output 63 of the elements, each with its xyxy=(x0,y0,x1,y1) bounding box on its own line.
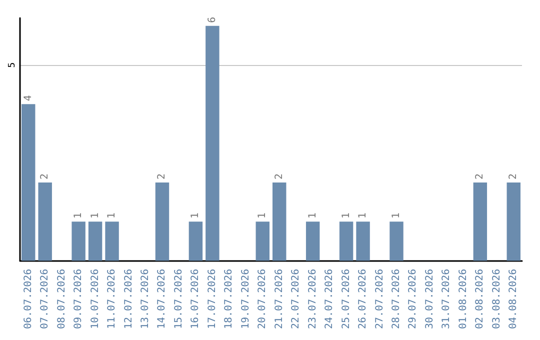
bar xyxy=(188,222,203,261)
bar xyxy=(155,182,170,261)
x-tick-label: 29.07.2026 xyxy=(408,268,419,330)
bar xyxy=(72,222,86,261)
data-label: 1 xyxy=(391,212,402,219)
x-tick-label: 06.07.2026 xyxy=(22,268,34,330)
data-label: 2 xyxy=(40,173,51,180)
x-tick-label: 11.07.2026 xyxy=(106,268,118,330)
data-label: 1 xyxy=(106,212,118,219)
x-tick-label: 08.07.2026 xyxy=(56,268,68,330)
bar xyxy=(105,222,119,261)
data-label: 4 xyxy=(22,95,34,102)
bar xyxy=(256,222,270,261)
x-tick-label: 23.07.2026 xyxy=(307,268,318,330)
x-tick-label: 31.07.2026 xyxy=(441,268,452,330)
x-tick-label: 22.07.2026 xyxy=(290,268,302,330)
x-tick-label: 12.07.2026 xyxy=(123,268,134,330)
x-tick-label: 18.07.2026 xyxy=(224,268,235,330)
data-label: 1 xyxy=(307,212,318,219)
x-tick-label: 09.07.2026 xyxy=(73,268,84,330)
bar xyxy=(506,182,520,261)
bar xyxy=(206,26,220,261)
bar xyxy=(88,222,102,261)
bar xyxy=(473,182,488,261)
x-tick-label: 02.08.2026 xyxy=(474,268,486,330)
x-tick-label: 20.07.2026 xyxy=(257,268,268,330)
data-label: 2 xyxy=(474,173,486,180)
x-tick-label: 24.07.2026 xyxy=(324,268,336,330)
x-tick-label: 27.07.2026 xyxy=(374,268,386,330)
x-tick-label: 01.08.2026 xyxy=(458,268,469,330)
x-tick-label: 26.07.2026 xyxy=(358,268,369,330)
data-label: 2 xyxy=(156,173,168,180)
x-tick-label: 07.07.2026 xyxy=(40,268,51,330)
x-tick-label: 19.07.2026 xyxy=(240,268,252,330)
x-tick-label: 16.07.2026 xyxy=(190,268,202,330)
x-tick-label: 17.07.2026 xyxy=(206,268,218,330)
data-label: 6 xyxy=(206,16,218,23)
x-tick-label: 21.07.2026 xyxy=(274,268,285,330)
x-tick-label: 28.07.2026 xyxy=(391,268,402,330)
x-tick-label: 30.07.2026 xyxy=(424,268,436,330)
data-label: 1 xyxy=(73,212,84,219)
x-tick-label: 10.07.2026 xyxy=(90,268,101,330)
bar xyxy=(356,222,370,261)
x-tick-label: 15.07.2026 xyxy=(173,268,184,330)
bar xyxy=(22,104,36,261)
data-label: 1 xyxy=(190,212,202,219)
bar xyxy=(339,222,354,261)
x-tick-label: 13.07.2026 xyxy=(140,268,151,330)
x-tick-label: 14.07.2026 xyxy=(156,268,168,330)
bar xyxy=(272,182,286,261)
data-label: 2 xyxy=(274,173,285,180)
data-label: 1 xyxy=(257,212,268,219)
bar xyxy=(390,222,404,261)
data-label: 1 xyxy=(358,212,369,219)
bar xyxy=(306,222,320,261)
x-tick-label: 25.07.2026 xyxy=(340,268,352,330)
x-tick-label: 03.08.2026 xyxy=(491,268,502,330)
bar xyxy=(38,182,52,261)
data-label: 1 xyxy=(90,212,101,219)
data-label: 2 xyxy=(508,173,520,180)
y-tick-label: 5 xyxy=(8,62,18,68)
x-tick-label: 04.08.2026 xyxy=(508,268,520,330)
data-label: 1 xyxy=(340,212,352,219)
